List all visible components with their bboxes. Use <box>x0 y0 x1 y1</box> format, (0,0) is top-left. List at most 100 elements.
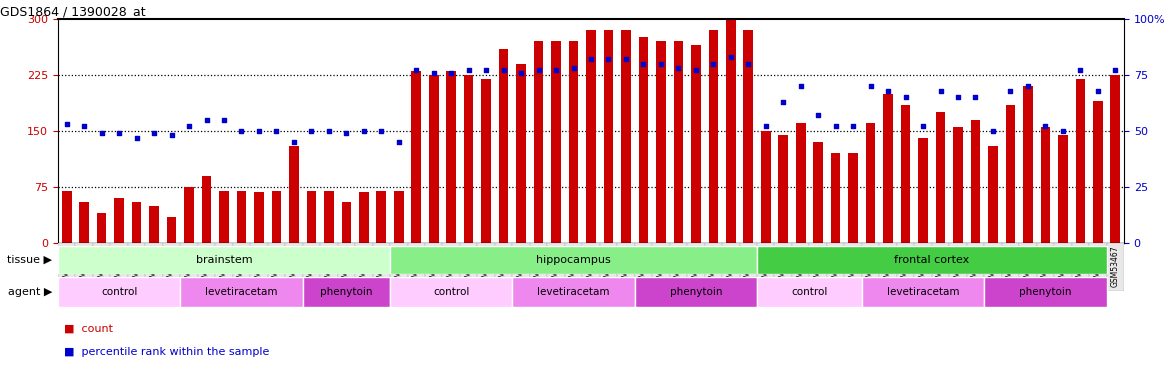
Bar <box>96 213 107 243</box>
Text: GSM53443: GSM53443 <box>115 245 123 287</box>
Bar <box>970 120 981 243</box>
Point <box>599 56 617 62</box>
Point <box>372 128 390 134</box>
Text: GSM53423: GSM53423 <box>727 245 735 287</box>
Text: GSM53472: GSM53472 <box>849 245 857 287</box>
Bar <box>215 243 233 291</box>
Text: hippocampus: hippocampus <box>536 255 610 265</box>
Text: GSM53473: GSM53473 <box>866 245 875 287</box>
Bar <box>162 243 180 291</box>
Text: GSM53445: GSM53445 <box>149 245 159 287</box>
Bar <box>757 277 862 307</box>
Text: tissue ▶: tissue ▶ <box>7 255 52 265</box>
Text: GSM53456: GSM53456 <box>918 245 928 287</box>
Bar <box>653 243 669 291</box>
Text: GSM53459: GSM53459 <box>971 245 980 287</box>
Text: GSM53415: GSM53415 <box>360 245 368 287</box>
Bar <box>1089 243 1107 291</box>
Point <box>285 139 303 145</box>
Bar <box>447 71 456 243</box>
Bar <box>250 243 268 291</box>
Bar <box>1020 243 1036 291</box>
Bar <box>779 135 788 243</box>
Text: control: control <box>791 287 828 297</box>
Point <box>582 56 601 62</box>
Bar <box>62 190 72 243</box>
Point <box>460 68 479 74</box>
Point <box>756 123 775 129</box>
Bar <box>931 243 949 291</box>
Text: GSM53449: GSM53449 <box>447 245 455 287</box>
Bar <box>146 243 162 291</box>
Bar <box>128 243 146 291</box>
Bar <box>757 243 775 291</box>
Point <box>983 128 1002 134</box>
Point <box>198 117 216 123</box>
Bar <box>390 246 757 274</box>
Point <box>547 68 566 74</box>
Text: GSM53430: GSM53430 <box>254 245 263 287</box>
Bar <box>691 45 701 243</box>
Bar <box>341 202 352 243</box>
Bar <box>302 277 390 307</box>
Point <box>1018 83 1037 89</box>
Bar <box>202 176 212 243</box>
Bar <box>268 243 286 291</box>
Point <box>92 130 111 136</box>
Text: levetiracetam: levetiracetam <box>887 287 960 297</box>
Text: GSM53427: GSM53427 <box>202 245 211 287</box>
Bar <box>984 243 1002 291</box>
Point <box>320 128 339 134</box>
Point <box>739 61 757 67</box>
Point <box>931 87 950 93</box>
Point <box>809 112 828 118</box>
Bar <box>355 243 373 291</box>
Text: brainstem: brainstem <box>195 255 253 265</box>
Text: levetiracetam: levetiracetam <box>537 287 610 297</box>
Bar <box>1023 86 1033 243</box>
Text: GSM53416: GSM53416 <box>376 245 386 287</box>
Bar <box>149 206 159 243</box>
Point <box>127 135 146 141</box>
Point <box>338 130 356 136</box>
Text: GSM53444: GSM53444 <box>132 245 141 287</box>
Text: GSM53447: GSM53447 <box>412 245 421 287</box>
Point <box>704 61 723 67</box>
Bar <box>603 30 613 243</box>
Text: GSM53470: GSM53470 <box>814 245 823 287</box>
Bar <box>499 49 508 243</box>
Text: GSM53463: GSM53463 <box>1041 245 1050 287</box>
Bar <box>1041 127 1050 243</box>
Bar <box>373 243 390 291</box>
Bar <box>564 243 582 291</box>
Text: GSM53412: GSM53412 <box>307 245 316 287</box>
Point <box>843 123 862 129</box>
Text: GSM53467: GSM53467 <box>1111 245 1120 287</box>
Point <box>791 83 810 89</box>
Bar <box>552 41 561 243</box>
Point <box>109 130 128 136</box>
Bar <box>775 243 791 291</box>
Bar <box>708 30 719 243</box>
Point <box>861 83 880 89</box>
Text: GSM53468: GSM53468 <box>779 245 788 287</box>
Text: GSM53451: GSM53451 <box>482 245 490 287</box>
Bar <box>743 30 753 243</box>
Point <box>512 70 530 76</box>
Point <box>616 56 635 62</box>
Point <box>442 70 461 76</box>
Point <box>652 61 670 67</box>
Point <box>267 128 286 134</box>
Bar <box>114 198 123 243</box>
Bar <box>740 243 757 291</box>
Bar <box>814 142 823 243</box>
Point <box>407 68 426 74</box>
Point <box>1054 128 1073 134</box>
Text: GSM53431: GSM53431 <box>272 245 281 287</box>
Bar <box>1107 243 1124 291</box>
Point <box>425 70 443 76</box>
Text: GSM53414: GSM53414 <box>342 245 350 287</box>
Text: phenytoin: phenytoin <box>1020 287 1071 297</box>
Bar <box>58 246 390 274</box>
Point <box>1071 68 1090 74</box>
